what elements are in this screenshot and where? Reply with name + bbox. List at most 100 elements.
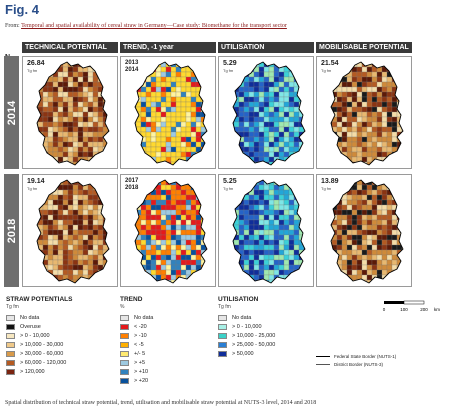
legend-swatch: [218, 323, 227, 330]
legend-straw-item: > 0 - 10,000: [6, 332, 50, 340]
figure-caption: Spatial distribution of technical straw …: [5, 400, 317, 406]
legend-swatch: [6, 359, 15, 366]
legend-straw-item: > 60,000 - 120,000: [6, 359, 66, 367]
panel-year-range: 2017 2018: [125, 178, 138, 192]
source-line: From: Temporal and spatial availability …: [5, 23, 287, 29]
scale-tick: 100: [400, 307, 408, 312]
legend-label: District Border (NUTS-3): [334, 362, 384, 367]
legend-trend-item: > +20: [120, 377, 148, 385]
legend-label: > 10,000 - 25,000: [232, 333, 276, 339]
map-mobilisable-potential-2018: 13.89 Tg fm: [316, 174, 412, 287]
legend-swatch: [120, 368, 129, 375]
year-label-2018: 2018: [4, 174, 19, 287]
map-trend-2018: 2017 2018: [120, 174, 216, 287]
legend-trend-item: > -10: [120, 332, 147, 340]
scale-tick: 0: [383, 307, 386, 312]
legend-label: > 50,000: [232, 351, 254, 357]
legend-swatch: [6, 368, 15, 375]
legend-trend-item: No data: [120, 314, 153, 322]
legend-swatch: [6, 350, 15, 357]
legend-label: No data: [20, 315, 40, 321]
legend-swatch: [6, 341, 15, 348]
header-utilisation: UTILISATION: [218, 42, 314, 53]
legend-straw-unit: Tg fm: [6, 304, 19, 310]
legend-label: > 120,000: [20, 369, 45, 375]
germany-map-icon: [36, 61, 110, 166]
legend-label: > 0 - 10,000: [232, 324, 262, 330]
year-from: 2013: [125, 60, 139, 66]
scale-bar-graphic: 0 100 200 km: [383, 300, 440, 312]
legend-swatch: [120, 341, 129, 348]
legend-label: > 10,000 - 30,000: [20, 342, 64, 348]
map-utilisation-2018: 5.25 Tg fm: [218, 174, 314, 287]
legend-label: +/- 5: [134, 351, 146, 357]
legend-swatch: [218, 341, 227, 348]
legend-swatch: [6, 332, 15, 339]
legend-utilisation-item: > 25,000 - 50,000: [218, 341, 275, 349]
germany-map-icon: [330, 61, 404, 166]
legend-label: > -10: [134, 333, 147, 339]
legend-swatch: [218, 332, 227, 339]
panel-total-value: 19.14: [27, 178, 45, 185]
legend-swatch: [120, 332, 129, 339]
panel-total-value: 21.54: [321, 60, 339, 67]
legend-swatch: [120, 314, 129, 321]
year-label-2014: 2014: [4, 56, 19, 169]
legend-trend-item: > +10: [120, 368, 148, 376]
legend-utilisation-item: > 0 - 10,000: [218, 323, 262, 331]
legend-straw-item: No data: [6, 314, 39, 322]
map-mobilisable-potential-2014: 21.54 Tg fm: [316, 56, 412, 169]
legend-trend-item: > +5: [120, 359, 145, 367]
germany-map-icon: [36, 179, 110, 284]
legend-swatch: [218, 350, 227, 357]
map-trend-2014: 2013 2014: [120, 56, 216, 169]
figure-title: Fig. 4: [5, 2, 39, 17]
source-article-link[interactable]: Temporal and spatial availability of cer…: [21, 23, 287, 29]
legend-trend-title: TREND: [120, 296, 143, 303]
legend-label: > 60,000 - 120,000: [20, 360, 67, 366]
legend-trend-item: < -20: [120, 323, 147, 331]
legend-swatch: [218, 314, 227, 321]
legend-trend-unit: %: [120, 304, 125, 310]
legend-label: Overuse: [20, 324, 41, 330]
panel-total-value: 13.89: [321, 178, 339, 185]
legend-trend-item: < -5: [120, 341, 144, 349]
legend-label: > 30,000 - 60,000: [20, 351, 64, 357]
year-text: 2014: [5, 100, 18, 125]
year-to: 2018: [125, 185, 139, 191]
legend-label: No data: [232, 315, 252, 321]
legend-straw-title: STRAW POTENTIALS: [6, 296, 73, 303]
legend-straw-item: Overuse: [6, 323, 41, 331]
legend-federal-border: Federal State Border (NUTS-1): [316, 354, 396, 360]
legend-straw-item: > 120,000: [6, 368, 45, 376]
panel-year-range: 2013 2014: [125, 60, 138, 74]
year-to: 2014: [125, 67, 139, 73]
map-technical-potential-2018: 19.14 Tg fm: [22, 174, 118, 287]
legend-label: < -5: [134, 342, 144, 348]
legend-label: > 25,000 - 50,000: [232, 342, 276, 348]
legend-utilisation-unit: Tg fm: [218, 304, 231, 310]
legend-utilisation-title: UTILISATION: [218, 296, 259, 303]
header-mobilisable-potential: MOBILISABLE POTENTIAL: [316, 42, 412, 53]
year-from: 2017: [125, 178, 139, 184]
legend-label: No data: [134, 315, 154, 321]
legend-utilisation-item: > 50,000: [218, 350, 254, 358]
scale-bar: 0 100 200 km: [382, 300, 452, 315]
legend-utilisation-item: No data: [218, 314, 251, 322]
legend-label: Federal State Border (NUTS-1): [334, 354, 397, 359]
legend-swatch: [120, 350, 129, 357]
legend-label: < -20: [134, 324, 147, 330]
legend-straw-item: > 10,000 - 30,000: [6, 341, 63, 349]
panel-total-unit: Tg fm: [223, 68, 234, 73]
map-utilisation-2014: 5.29 Tg fm: [218, 56, 314, 169]
germany-map-icon: [232, 61, 306, 166]
germany-map-icon: [330, 179, 404, 284]
germany-map-icon: [134, 179, 208, 284]
panel-total-unit: Tg fm: [321, 68, 332, 73]
legend-swatch: [120, 323, 129, 330]
legend-label: > 0 - 10,000: [20, 333, 50, 339]
legend-swatch: [120, 359, 129, 366]
panel-total-unit: Tg fm: [27, 186, 38, 191]
panel-total-unit: Tg fm: [27, 68, 38, 73]
map-technical-potential-2014: 26.84 Tg fm: [22, 56, 118, 169]
